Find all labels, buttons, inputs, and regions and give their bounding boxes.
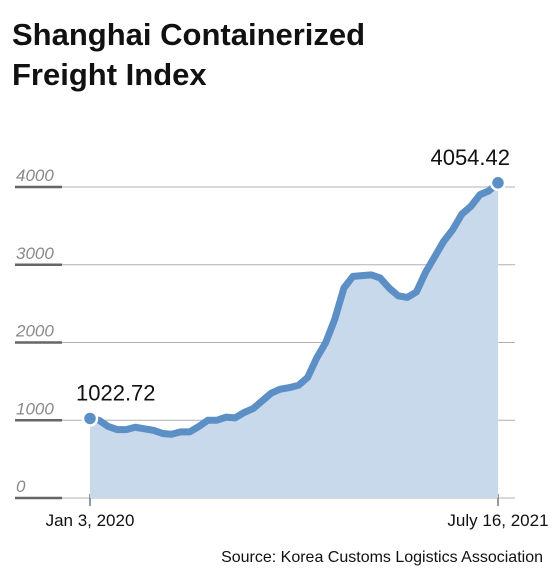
y-tick-label: 4000 bbox=[16, 166, 54, 185]
y-tick-label: 1000 bbox=[16, 399, 54, 418]
end-point bbox=[81, 410, 99, 427]
chart-title: Shanghai Containerized bbox=[12, 17, 365, 52]
y-tick-label: 2000 bbox=[15, 322, 54, 341]
x-tick-label: Jan 3, 2020 bbox=[46, 511, 135, 530]
source-note: Source: Korea Customs Logistics Associat… bbox=[221, 549, 543, 566]
chart-title: Freight Index bbox=[12, 57, 207, 92]
y-tick-label: 3000 bbox=[16, 244, 54, 263]
x-tick-label: July 16, 2021 bbox=[447, 511, 548, 530]
value-label: 1022.72 bbox=[76, 380, 156, 405]
line bbox=[86, 179, 502, 438]
value-label: 4054.42 bbox=[430, 145, 510, 170]
y-tick-label: 0 bbox=[16, 477, 26, 496]
end-point bbox=[489, 174, 507, 192]
area bbox=[90, 182, 498, 498]
